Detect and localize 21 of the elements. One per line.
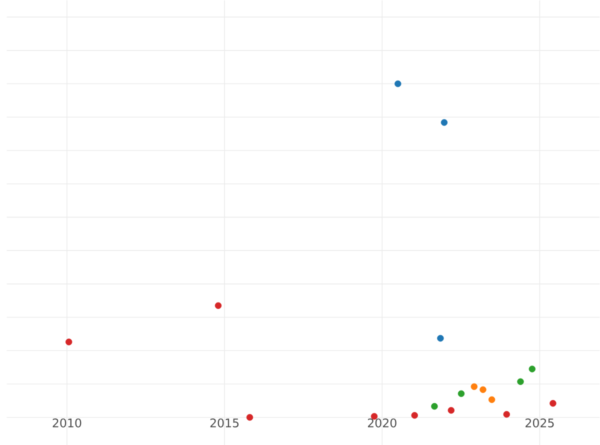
point (550, 400, 556, 406)
point (458, 390, 465, 397)
point (437, 334, 444, 342)
point (214, 302, 222, 309)
point (480, 386, 486, 393)
point (394, 80, 402, 87)
point (470, 383, 478, 390)
point (66, 338, 72, 346)
x-tick-label: 2025 (526, 418, 554, 428)
point (503, 410, 510, 418)
point (411, 412, 418, 418)
point (517, 378, 524, 385)
point (431, 402, 438, 410)
x-tick-label: 2010 (52, 418, 82, 428)
x-tick-label: 2015 (210, 418, 239, 428)
point (246, 414, 254, 420)
point (488, 396, 496, 403)
point (440, 118, 448, 126)
point (448, 406, 455, 414)
point (528, 365, 536, 372)
x-tick-label: 2020 (368, 418, 396, 428)
